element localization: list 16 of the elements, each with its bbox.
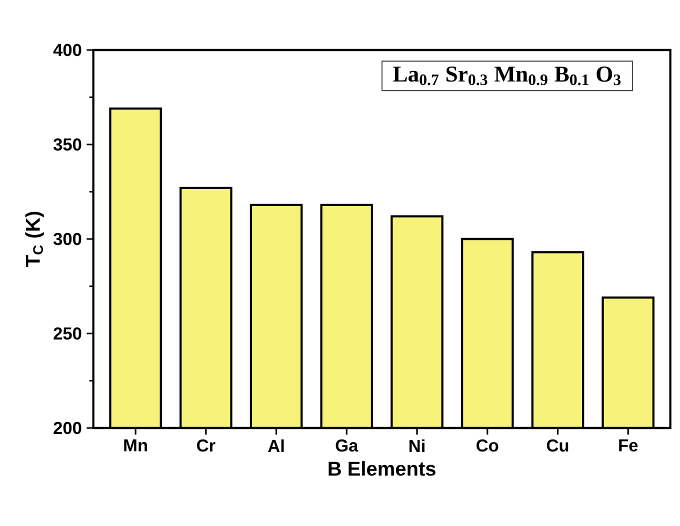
x-axis-title: B Elements	[328, 461, 436, 476]
x-tick-label: Ga	[336, 439, 358, 452]
text: La$_{0.7}$ Sr$_{0.3}$ Mn$_{0.9}$ B$_{0.1}$ O$_{3}$	[393, 66, 621, 86]
x-tick-label: Fe	[619, 439, 638, 452]
x-tick-label: Al	[268, 439, 284, 452]
y-tick-label: 200	[54, 422, 82, 434]
x-tick-label: Cu	[546, 439, 568, 452]
x-tick-label: Ni	[410, 439, 424, 452]
y-tick-label: 350	[53, 138, 82, 151]
y-tick-label: 250	[54, 327, 82, 340]
y-tick-label: 400	[53, 44, 82, 56]
y-tick-label: 300	[53, 232, 82, 246]
x-tick-label: Co	[476, 439, 498, 452]
y-axis-title: T$_{C}$ (K)	[25, 212, 44, 267]
x-tick-label: Mn	[124, 439, 147, 452]
x-tick-label: Cr	[197, 439, 216, 452]
